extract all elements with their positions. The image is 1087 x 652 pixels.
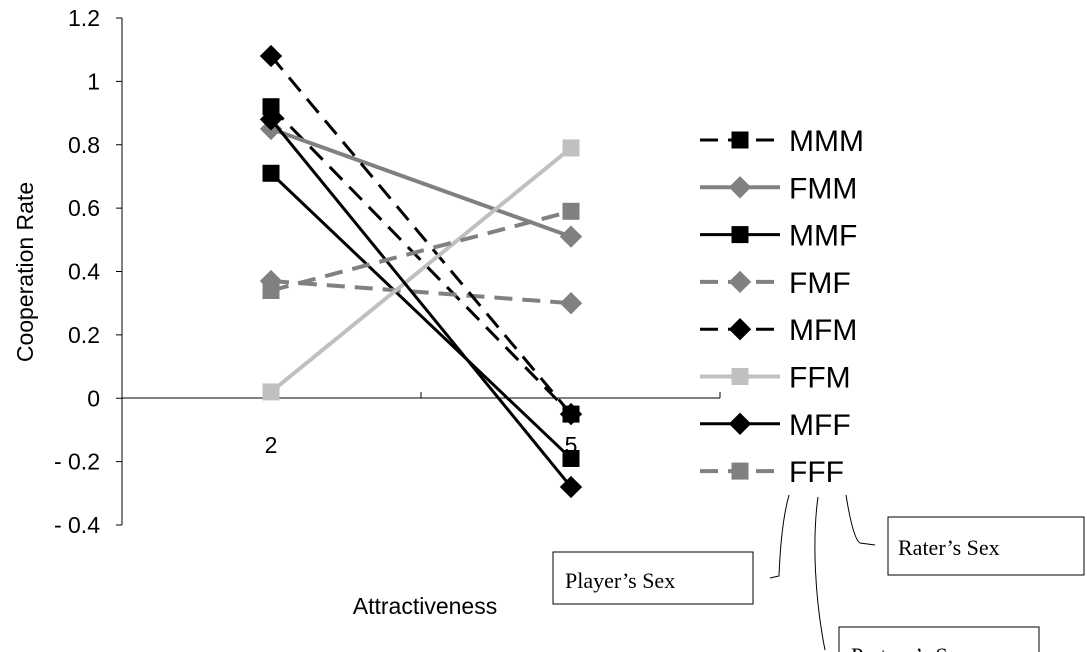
- data-point: [562, 202, 580, 220]
- rater-sex-connector: [845, 494, 876, 546]
- legend-label: MMM: [789, 125, 864, 158]
- data-point: [559, 402, 583, 426]
- y-tick-label: 0: [87, 385, 100, 411]
- series-mmm: [262, 98, 580, 423]
- data-point: [562, 449, 580, 467]
- legend-label: MFM: [789, 314, 857, 347]
- legend-label: FMF: [789, 267, 851, 300]
- x-tick-label: 2: [265, 432, 278, 458]
- partner-sex-box: [838, 626, 1040, 652]
- legend-item: MMF: [700, 220, 857, 253]
- y-tick-label: 0.2: [68, 322, 100, 348]
- series-ffm: [262, 139, 580, 401]
- data-point: [562, 139, 580, 157]
- y-tick-label: 0.6: [68, 195, 100, 221]
- legend: MMM FMM MMF FMF MFM FFM MFF FFF: [700, 125, 864, 489]
- data-point: [559, 475, 583, 499]
- series-line: [269, 105, 573, 416]
- partner-sex-label: Partner’s Sex: [851, 643, 969, 652]
- legend-marker: [731, 368, 749, 385]
- y-tick-label: 0.4: [68, 259, 100, 285]
- series-line: [269, 146, 573, 394]
- series-mfm: [259, 44, 583, 426]
- legend-label: MMF: [789, 220, 857, 253]
- y-tick-label: 1: [87, 68, 100, 94]
- rater-sex-box: [887, 516, 1085, 576]
- legend-marker: [728, 270, 752, 294]
- legend-label: FFM: [789, 362, 851, 395]
- series-fff: [262, 202, 580, 300]
- legend-marker: [731, 226, 749, 244]
- series-fmf: [259, 269, 583, 315]
- player-sex-label: Player’s Sex: [565, 568, 675, 593]
- series-line: [269, 172, 573, 460]
- data-point: [262, 98, 280, 116]
- legend-item: MFM: [700, 314, 857, 347]
- data-point: [262, 164, 280, 182]
- series-line: [269, 118, 573, 488]
- data-point: [262, 282, 280, 300]
- annotation-connectors: [769, 494, 876, 651]
- series-fmm: [259, 117, 583, 248]
- legend-marker: [731, 462, 749, 480]
- legend-marker: [731, 131, 749, 149]
- y-axis-title: Cooperation Rate: [12, 182, 38, 362]
- x-axis-title: Attractiveness: [353, 593, 497, 619]
- partner-sex-connector: [814, 496, 826, 651]
- legend-marker: [728, 412, 752, 435]
- series-line: [270, 279, 572, 306]
- legend-item: FMF: [700, 267, 851, 300]
- y-tick-label: - 0.2: [54, 449, 100, 475]
- y-tick-label: 0.8: [68, 132, 100, 158]
- series-mmf: [262, 164, 580, 467]
- series-line: [269, 55, 573, 416]
- data-point: [259, 108, 283, 131]
- player-sex-box: [552, 551, 754, 605]
- y-tick-label: - 0.4: [54, 512, 100, 538]
- series-mff: [259, 108, 583, 499]
- legend-marker: [728, 176, 752, 199]
- rater-sex-label: Rater’s Sex: [898, 535, 1000, 560]
- data-point: [262, 383, 280, 401]
- y-ticks: 1.2 1 0.8 0.6 0.4 0.2 0 - 0.2 - 0.4: [54, 5, 122, 538]
- player-sex-connector: [769, 494, 790, 579]
- data-point: [559, 292, 583, 315]
- legend-item: FFM: [700, 362, 851, 395]
- legend-label: FFF: [789, 456, 844, 489]
- legend-marker: [728, 318, 752, 341]
- series-layer: [259, 44, 583, 499]
- legend-label: MFF: [789, 409, 851, 442]
- legend-label: FMM: [789, 172, 857, 205]
- data-point: [559, 225, 583, 248]
- legend-item: MFF: [700, 409, 851, 442]
- legend-item: MMM: [700, 125, 864, 158]
- series-line: [270, 127, 572, 239]
- series-line: [270, 209, 572, 293]
- data-point: [259, 44, 283, 68]
- legend-item: FFF: [700, 456, 844, 489]
- y-tick-label: 1.2: [68, 5, 100, 31]
- legend-item: FMM: [700, 172, 857, 205]
